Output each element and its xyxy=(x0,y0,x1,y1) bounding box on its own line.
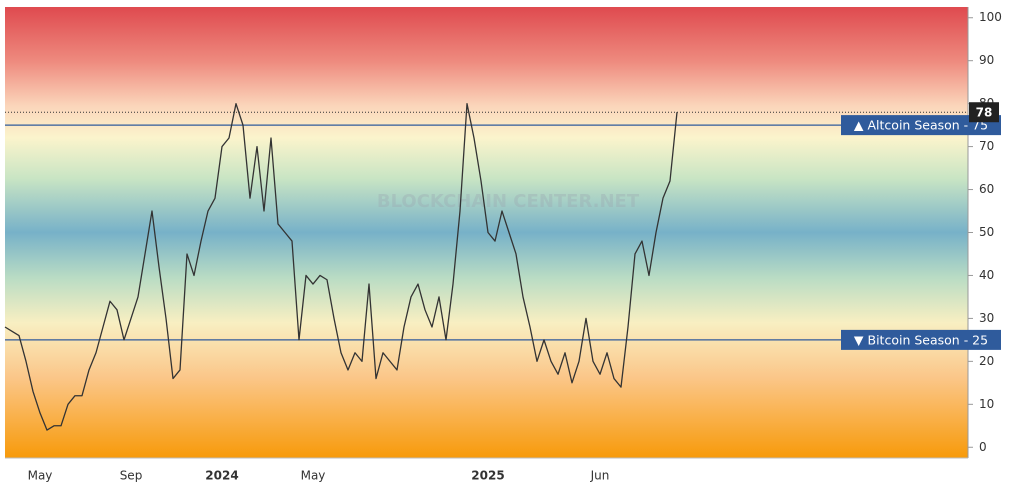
reference-label-box xyxy=(841,329,1001,350)
x-tick-label: 2024 xyxy=(205,469,238,483)
y-tick-label: 60 xyxy=(979,182,994,196)
x-tick-label: 2025 xyxy=(471,469,504,483)
y-tick-label: 0 xyxy=(979,440,987,454)
y-tick-label: 20 xyxy=(979,354,994,368)
x-tick-label: May xyxy=(28,469,53,483)
x-tick-label: May xyxy=(301,469,326,483)
y-tick-label: 70 xyxy=(979,139,994,153)
plot-background xyxy=(5,7,968,458)
index-line xyxy=(4,102,678,431)
y-tick-label: 90 xyxy=(979,53,994,67)
current-value-label: 78 xyxy=(976,106,993,120)
y-tick-label: 40 xyxy=(979,268,994,282)
reference-label: ▼ Bitcoin Season - 25 xyxy=(854,332,988,347)
x-tick-label: Jun xyxy=(590,469,610,483)
reference-label-box xyxy=(841,115,1001,136)
y-tick-label: 100 xyxy=(979,10,1002,24)
x-tick-label: Sep xyxy=(120,469,143,483)
y-tick-label: 10 xyxy=(979,397,994,411)
watermark: BLOCKCHAIN CENTER.NET xyxy=(377,191,640,212)
reference-label: ▲ Altcoin Season - 75 xyxy=(854,118,988,133)
y-tick-label: 30 xyxy=(979,311,994,325)
current-value-box xyxy=(969,102,999,123)
y-tick-label: 50 xyxy=(979,225,994,239)
